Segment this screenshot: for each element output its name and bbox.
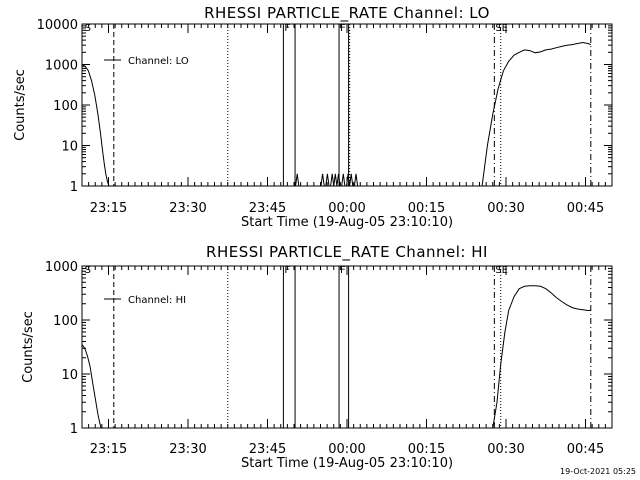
marker-label: S xyxy=(85,265,91,276)
y-tick-label: 1 xyxy=(70,422,78,437)
plot-frame xyxy=(81,23,613,187)
y-tick-label: 1000 xyxy=(45,260,78,275)
time-markers: S F F SE xyxy=(85,23,592,186)
footer-timestamp: 19-Oct-2021 05:25 xyxy=(560,467,636,476)
x-axis-ticks: 23:15 23:30 23:45 00:00 00:15 00:30 00:45 xyxy=(81,266,613,457)
x-tick-label: 00:45 xyxy=(567,201,604,216)
x-tick-label: 23:30 xyxy=(169,201,206,216)
y-tick-label: 1000 xyxy=(45,59,78,74)
series-line xyxy=(81,41,591,187)
marker-label: SE xyxy=(495,23,508,34)
x-tick-label: 23:15 xyxy=(90,201,127,216)
x-tick-label: 00:30 xyxy=(487,442,524,457)
marker-label: F xyxy=(340,23,346,34)
x-tick-label: 00:45 xyxy=(567,442,604,457)
y-axis-ticks: 1 10 100 1000 xyxy=(45,260,612,437)
x-axis-label: Start Time (19-Aug-05 23:10:10) xyxy=(241,456,453,471)
x-tick-label: 23:45 xyxy=(249,201,286,216)
x-tick-label: 23:15 xyxy=(90,442,127,457)
y-axis-ticks: 1 10 100 1000 10000 xyxy=(37,18,612,195)
chart-title: RHESSI PARTICLE_RATE Channel: LO xyxy=(204,4,490,23)
marker-label: F xyxy=(340,265,346,276)
x-axis-label: Start Time (19-Aug-05 23:10:10) xyxy=(241,215,453,230)
chart-panel-hi: RHESSI PARTICLE_RATE Channel: HI Start Ti… xyxy=(21,243,613,471)
legend: Channel: HI xyxy=(104,295,186,306)
y-tick-label: 100 xyxy=(53,314,78,329)
y-axis-label: Counts/sec xyxy=(13,69,28,141)
plot-frame xyxy=(81,265,613,429)
legend: Channel: LO xyxy=(104,56,189,67)
x-tick-label: 00:00 xyxy=(328,201,365,216)
marker-label: F xyxy=(284,265,290,276)
marker-label: S xyxy=(85,23,91,34)
x-tick-label: 23:30 xyxy=(169,442,206,457)
chart-panel-lo: RHESSI PARTICLE_RATE Channel: LO Start Ti… xyxy=(13,4,613,230)
y-tick-label: 10 xyxy=(61,140,78,155)
x-tick-label: 23:45 xyxy=(249,442,286,457)
x-tick-label: 00:15 xyxy=(408,201,445,216)
y-tick-label: 10000 xyxy=(37,18,78,33)
marker-label: SE xyxy=(495,265,508,276)
chart-title: RHESSI PARTICLE_RATE Channel: HI xyxy=(206,243,488,262)
y-tick-label: 100 xyxy=(53,99,78,114)
time-markers: S F F SE xyxy=(85,265,592,428)
x-tick-label: 00:00 xyxy=(328,442,365,457)
series-line xyxy=(81,285,591,429)
x-tick-label: 00:15 xyxy=(408,442,445,457)
y-axis-label: Counts/sec xyxy=(21,311,36,383)
x-tick-label: 00:30 xyxy=(487,201,524,216)
legend-label: Channel: LO xyxy=(128,56,189,67)
marker-label: F xyxy=(284,23,290,34)
y-tick-label: 10 xyxy=(61,368,78,383)
legend-label: Channel: HI xyxy=(128,295,186,306)
x-axis-ticks: 23:15 23:30 23:45 00:00 00:15 00:30 00:45 xyxy=(81,24,613,216)
y-tick-label: 1 xyxy=(70,180,78,195)
